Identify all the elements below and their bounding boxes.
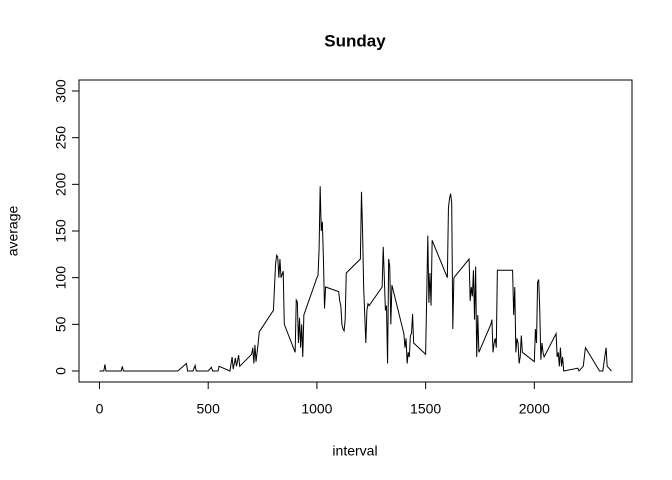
x-axis-label: interval xyxy=(332,443,377,459)
y-tick-label: 250 xyxy=(53,126,69,150)
x-tick-label: 2000 xyxy=(519,401,550,417)
data-line xyxy=(99,186,612,372)
x-tick-label: 500 xyxy=(197,401,221,417)
chart-title: Sunday xyxy=(324,31,386,50)
y-axis-label: average xyxy=(5,205,21,256)
y-tick-label: 150 xyxy=(53,219,69,243)
x-tick-label: 1000 xyxy=(301,401,332,417)
y-tick-label: 0 xyxy=(53,367,69,375)
y-tick-label: 50 xyxy=(53,316,69,332)
plot-box xyxy=(78,79,633,383)
y-tick-label: 200 xyxy=(53,172,69,196)
y-tick-label: 300 xyxy=(53,79,69,103)
x-tick-label: 1500 xyxy=(410,401,441,417)
x-tick-label: 0 xyxy=(96,401,104,417)
y-tick-label: 100 xyxy=(53,266,69,290)
